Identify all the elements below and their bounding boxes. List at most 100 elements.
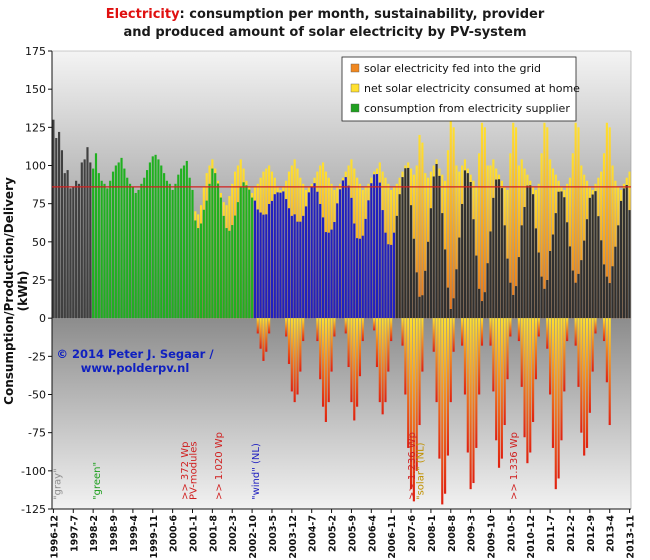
x-tick-label: 2006-4 [367, 515, 378, 552]
consumption-bar [520, 225, 523, 319]
consumption-bar [514, 286, 518, 319]
consumption-bar [304, 206, 308, 319]
copyright-text: © 2014 Peter J. Segaar / [56, 347, 214, 361]
consumption-bar [503, 225, 506, 319]
delivery-bar [500, 318, 503, 459]
consumption-bar [60, 150, 64, 319]
delivery-bar [356, 318, 359, 407]
consumption-bar [341, 180, 344, 319]
delivery-bar [526, 318, 529, 464]
delivery-bar [588, 318, 591, 413]
consumption-bar [441, 213, 444, 319]
x-tick-label: 1998-9 [109, 515, 120, 552]
consumption-bar [199, 223, 203, 319]
consumption-bar [415, 272, 418, 319]
consumption-bar [154, 154, 157, 319]
consumption-bar [211, 168, 214, 319]
consumption-bar [117, 162, 120, 319]
consumption-bar [248, 189, 251, 319]
consumption-bar [461, 203, 464, 319]
delivery-bar [316, 318, 319, 342]
delivery-bar [495, 318, 498, 441]
consumption-bar [180, 168, 183, 319]
delivery-bar [421, 318, 424, 372]
consumption-bar [608, 283, 611, 319]
delivery-bar [463, 318, 467, 395]
consumption-bar [171, 189, 174, 319]
period-annotation: >> 1.336 Wp [509, 432, 520, 500]
consumption-bar [231, 225, 234, 319]
delivery-bar [441, 318, 444, 505]
consumption-bar [219, 197, 222, 319]
consumption-bar [588, 197, 591, 319]
consumption-bar [537, 252, 540, 319]
consumption-bar [285, 199, 288, 319]
consumption-bar [214, 173, 217, 319]
delivery-bar [534, 318, 537, 380]
solar-bar [608, 127, 611, 319]
delivery-bar [523, 318, 526, 438]
consumption-bar [622, 188, 625, 319]
period-annotation: >> 1.020 Wp [214, 432, 225, 500]
y-tick-label: 150 [25, 83, 46, 96]
legend-label: solar electricity fed into the grid [364, 62, 541, 75]
x-tick-label: 1999-4 [129, 515, 140, 552]
consumption-bar [526, 185, 529, 319]
delivery-bar [520, 318, 523, 387]
consumption-bar [128, 183, 132, 319]
solar-bar [506, 189, 509, 319]
y-tick-label: 75 [32, 198, 46, 211]
consumption-bar [123, 168, 126, 319]
solar-bar [446, 150, 450, 319]
delivery-bar [384, 318, 387, 403]
legend-label: net solar electricity consumed at home [364, 82, 580, 95]
solar-bar [577, 127, 580, 319]
consumption-bar [75, 180, 78, 319]
legend-swatch [350, 63, 360, 73]
consumption-bar [600, 240, 603, 319]
consumption-bar [549, 250, 552, 319]
period-annotation: "gray" [52, 468, 63, 500]
delivery-bar [265, 318, 268, 352]
delivery-bar [302, 318, 305, 342]
period-annotation: >> 372 Wp [180, 442, 191, 500]
consumption-bar [163, 173, 166, 319]
consumption-bar [191, 189, 194, 319]
delivery-bar [583, 318, 586, 456]
consumption-bar [619, 200, 623, 319]
delivery-bar [580, 318, 583, 433]
solar-bar [540, 153, 543, 319]
consumption-bar [299, 221, 302, 319]
consumption-bar [265, 214, 268, 319]
consumption-bar [367, 200, 370, 319]
consumption-bar [557, 191, 560, 319]
delivery-bar [591, 318, 594, 372]
consumption-bar [344, 177, 347, 319]
consumption-bar [228, 230, 231, 319]
consumption-bar [384, 232, 387, 319]
period-annotation: "green" [92, 462, 103, 500]
consumption-bar [97, 173, 100, 319]
consumption-bar [529, 185, 532, 319]
consumption-bar [233, 215, 237, 319]
consumption-bar [509, 282, 512, 319]
consumption-bar [330, 229, 333, 319]
consumption-bar [316, 191, 319, 319]
delivery-bar [256, 318, 259, 334]
consumption-bar [543, 288, 546, 319]
consumption-bar [540, 276, 543, 319]
solar-bar [424, 173, 427, 319]
delivery-bar [469, 318, 472, 490]
period-annotation: PV-modules [188, 441, 199, 500]
solar-bar [543, 122, 546, 319]
y-tick-label: 0 [39, 312, 46, 325]
consumption-bar [492, 197, 495, 319]
delivery-bar [537, 318, 540, 337]
consumption-bar [378, 182, 381, 319]
solar-bar [452, 127, 455, 319]
consumption-bar [302, 215, 305, 319]
delivery-bar [268, 318, 271, 334]
x-tick-label: 2009-10 [487, 515, 498, 559]
